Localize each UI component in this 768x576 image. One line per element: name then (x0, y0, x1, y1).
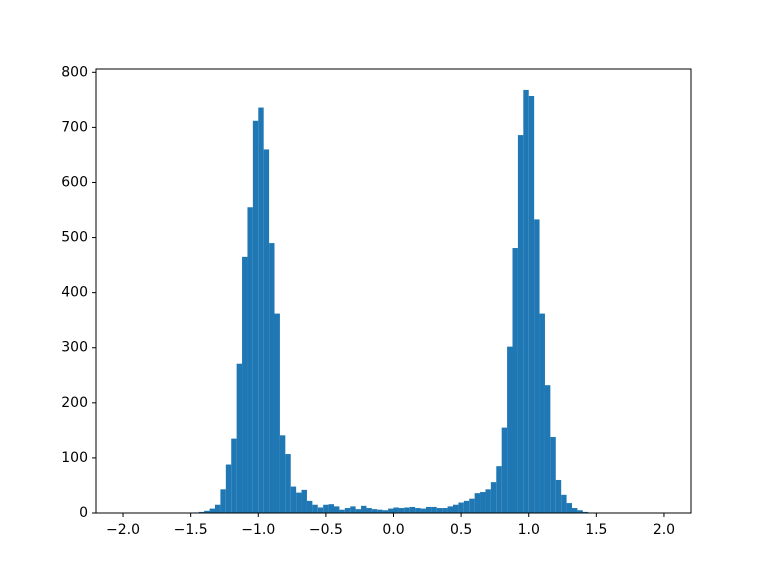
bar (388, 508, 394, 513)
y-tick-label: 100 (61, 450, 88, 466)
bar (507, 346, 513, 513)
bar (512, 248, 518, 513)
bar (231, 438, 237, 513)
bar (463, 500, 470, 513)
bar (263, 149, 270, 513)
bar (528, 95, 535, 513)
y-tick-label: 500 (61, 230, 88, 246)
y-tick-label: 700 (61, 119, 88, 135)
bar (377, 509, 383, 513)
y-tick-label: 800 (61, 64, 88, 80)
bar (469, 498, 475, 513)
bar (344, 508, 351, 513)
bar (204, 510, 210, 513)
bar (236, 363, 243, 513)
bar (398, 508, 405, 513)
bar (382, 510, 389, 513)
bar (544, 385, 551, 513)
bar (453, 504, 459, 513)
bar (458, 502, 464, 513)
bar (220, 489, 226, 513)
x-tick-label: 0.5 (450, 522, 472, 538)
bar (550, 436, 556, 513)
x-tick-label: 2.0 (653, 522, 675, 538)
bar (474, 493, 481, 513)
bar (480, 492, 486, 513)
bar (290, 486, 297, 513)
bar (539, 313, 545, 513)
bar (355, 509, 362, 513)
bar (323, 504, 329, 513)
bar (215, 504, 221, 513)
bar (577, 510, 583, 513)
x-tick-label: 1.0 (518, 522, 540, 538)
bar (534, 219, 540, 514)
x-tick-label: 1.5 (585, 522, 607, 538)
bar (350, 506, 356, 513)
bar (274, 313, 280, 513)
bar (566, 503, 572, 513)
bar (420, 508, 426, 513)
bar (523, 89, 529, 514)
bar (555, 479, 562, 513)
bar (496, 466, 502, 513)
bar (425, 506, 432, 513)
bar (490, 482, 497, 513)
y-tick-label: 300 (61, 340, 88, 356)
bar (269, 243, 275, 513)
y-tick-label: 0 (79, 505, 88, 521)
bar (285, 454, 291, 513)
bar (485, 489, 491, 513)
bar (209, 508, 215, 513)
y-tick-label: 400 (61, 285, 88, 301)
bar (317, 507, 324, 513)
bar (366, 508, 372, 513)
bar (409, 506, 416, 513)
bar (415, 508, 421, 513)
bar (279, 435, 286, 513)
bar (561, 494, 567, 513)
x-tick-label: −1.5 (174, 522, 208, 538)
bar (442, 508, 448, 513)
y-tick-label: 200 (61, 395, 88, 411)
x-tick-label: −1.0 (241, 522, 275, 538)
bar (339, 509, 345, 513)
bar (501, 427, 508, 513)
bar (242, 256, 248, 513)
bar (306, 500, 313, 513)
bar (334, 506, 340, 513)
bar (582, 511, 589, 513)
x-tick-label: −0.5 (309, 522, 343, 538)
bar (252, 120, 259, 513)
bar (572, 508, 578, 513)
axes-frame (95, 68, 692, 514)
bar (225, 464, 232, 513)
bar (198, 511, 205, 513)
bar (312, 504, 318, 513)
bar (247, 207, 253, 513)
bar (371, 509, 378, 513)
bar (447, 506, 453, 513)
bar (436, 508, 443, 513)
bar (258, 107, 264, 513)
x-tick-label: 0.0 (382, 522, 404, 538)
bar (301, 489, 307, 513)
bar (296, 492, 302, 513)
bar (328, 504, 334, 513)
bar (404, 507, 410, 513)
bar (431, 506, 437, 513)
y-tick-label: 600 (61, 174, 88, 190)
bar (517, 135, 524, 513)
bar (361, 505, 367, 513)
bar (393, 507, 399, 513)
x-tick-label: −2.0 (106, 522, 140, 538)
